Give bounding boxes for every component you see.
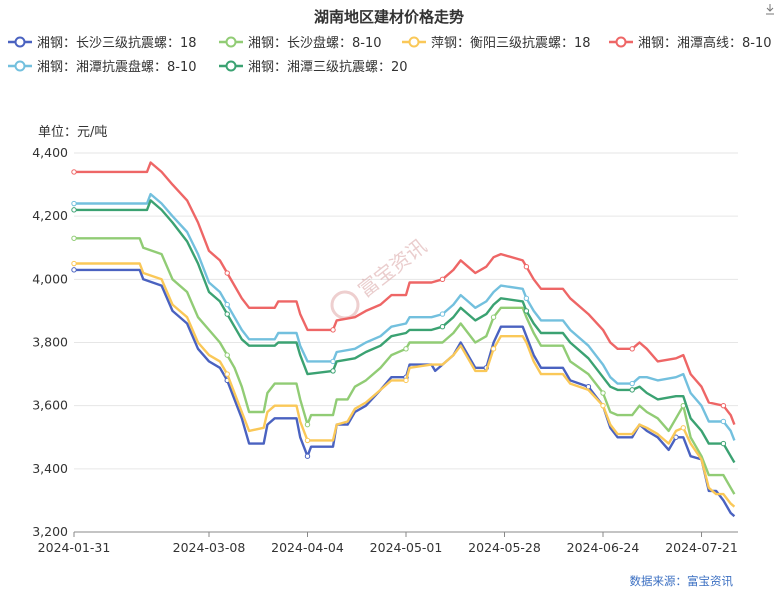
legend-label: 湘钢：长沙三级抗震螺：18 bbox=[37, 36, 197, 51]
legend-marker bbox=[14, 60, 26, 72]
grid-lines bbox=[74, 152, 738, 533]
legend-item[interactable]: 萍钢：衡阳三级抗震螺：18 bbox=[402, 36, 591, 51]
legend-item[interactable]: 湘钢：湘潭三级抗震螺：20 bbox=[219, 60, 408, 75]
series-point bbox=[224, 301, 230, 308]
series-point bbox=[600, 402, 606, 409]
series-point bbox=[304, 453, 311, 459]
series-point bbox=[224, 371, 230, 377]
legend-label: 湘钢：湘潭三级抗震螺：20 bbox=[248, 60, 408, 75]
series-point bbox=[490, 314, 497, 320]
series-point bbox=[629, 346, 635, 352]
legend-item[interactable]: 湘钢：湘潭抗震盘螺：8-10 bbox=[8, 59, 197, 75]
series-line bbox=[74, 262, 736, 508]
legend-item[interactable]: 湘钢：长沙盘螺：8-10 bbox=[219, 35, 382, 51]
series-point bbox=[330, 327, 336, 333]
series-point bbox=[523, 295, 530, 301]
series-point bbox=[304, 437, 311, 444]
legend-marker bbox=[225, 36, 237, 48]
series-point bbox=[224, 352, 230, 358]
series-point bbox=[403, 346, 409, 352]
y-tick-label: 4,000 bbox=[32, 271, 68, 286]
series-point bbox=[720, 402, 727, 409]
source-label: 数据来源：富宝资讯 bbox=[630, 574, 734, 588]
series-4 bbox=[71, 161, 736, 426]
series-line bbox=[74, 192, 736, 441]
series-point bbox=[71, 260, 77, 267]
series-point bbox=[224, 311, 230, 317]
series-point bbox=[523, 308, 530, 314]
watermark-text: 富宝资讯 bbox=[353, 234, 431, 302]
x-tick-label: 2024-06-24 bbox=[567, 540, 640, 555]
watermark: 富宝资讯 bbox=[330, 234, 431, 320]
legend-label: 湘钢：长沙盘螺：8-10 bbox=[248, 35, 382, 51]
series-line bbox=[74, 161, 736, 426]
series-point bbox=[720, 440, 727, 447]
series-point bbox=[304, 421, 311, 428]
series-lines bbox=[71, 161, 736, 518]
legend-marker bbox=[225, 60, 237, 72]
series-point bbox=[71, 169, 77, 175]
series-point bbox=[403, 377, 409, 384]
series-5 bbox=[71, 192, 736, 441]
series-2 bbox=[71, 235, 736, 495]
x-tick-label: 2024-07-21 bbox=[665, 540, 738, 555]
series-point bbox=[673, 434, 679, 440]
series-point bbox=[600, 390, 606, 396]
series-point bbox=[720, 418, 727, 425]
y-tick-label: 3,600 bbox=[32, 398, 68, 413]
x-tick-label: 2024-05-28 bbox=[468, 540, 541, 555]
series-point bbox=[439, 276, 446, 283]
y-tick-label: 3,200 bbox=[32, 524, 68, 539]
y-tick-label: 3,400 bbox=[32, 461, 68, 476]
series-point bbox=[330, 368, 336, 374]
x-tick-label: 2024-05-01 bbox=[370, 540, 443, 555]
x-tick-label: 2024-04-04 bbox=[271, 540, 344, 555]
unit-label: 单位：元/吨 bbox=[38, 125, 107, 140]
chart-title: 湖南地区建材价格走势 bbox=[314, 8, 464, 26]
x-axis: 2024-01-31 2024-03-08 2024-04-04 2024-05-01… bbox=[38, 532, 738, 555]
series-point bbox=[71, 267, 77, 273]
legend-marker bbox=[408, 36, 420, 48]
download-icon[interactable] bbox=[766, 4, 774, 15]
series-point bbox=[629, 387, 635, 393]
series-point bbox=[629, 380, 635, 387]
legend-label: 湘钢：湘潭高线：8-10 bbox=[638, 35, 772, 51]
legend-label: 湘钢：湘潭抗震盘螺：8-10 bbox=[37, 59, 197, 75]
legend-item[interactable]: 湘钢：湘潭高线：8-10 bbox=[609, 35, 772, 51]
series-line bbox=[74, 268, 736, 518]
series-1 bbox=[71, 267, 736, 518]
y-tick-label: 4,400 bbox=[32, 145, 68, 160]
series-line bbox=[74, 199, 736, 464]
series-point bbox=[71, 207, 77, 213]
series-3 bbox=[71, 260, 736, 508]
x-tick-label: 2024-01-31 bbox=[38, 540, 111, 555]
legend-label: 萍钢：衡阳三级抗震螺：18 bbox=[431, 36, 591, 51]
series-point bbox=[523, 264, 530, 270]
y-tick-label: 3,800 bbox=[32, 335, 68, 350]
series-point bbox=[680, 425, 686, 431]
legend[interactable]: 湘钢：长沙三级抗震螺：18 湘钢：长沙盘螺：8-10 萍钢：衡阳三级抗震螺：18 湘钢… bbox=[8, 35, 772, 75]
legend-item[interactable]: 湘钢：长沙三级抗震螺：18 bbox=[8, 36, 197, 51]
series-6 bbox=[71, 199, 736, 464]
legend-marker bbox=[615, 36, 627, 48]
series-point bbox=[224, 270, 230, 276]
legend-marker bbox=[14, 36, 26, 48]
series-point bbox=[71, 235, 77, 241]
series-point bbox=[71, 200, 77, 207]
series-point bbox=[330, 358, 336, 365]
series-point bbox=[490, 346, 497, 352]
y-axis: 3,200 3,400 3,600 3,800 4,000 4,200 4,400 bbox=[32, 145, 68, 539]
series-line bbox=[74, 237, 736, 495]
y-tick-label: 4,200 bbox=[32, 208, 68, 223]
x-tick-label: 2024-03-08 bbox=[173, 540, 246, 555]
series-point bbox=[439, 324, 446, 330]
series-point bbox=[439, 311, 446, 317]
